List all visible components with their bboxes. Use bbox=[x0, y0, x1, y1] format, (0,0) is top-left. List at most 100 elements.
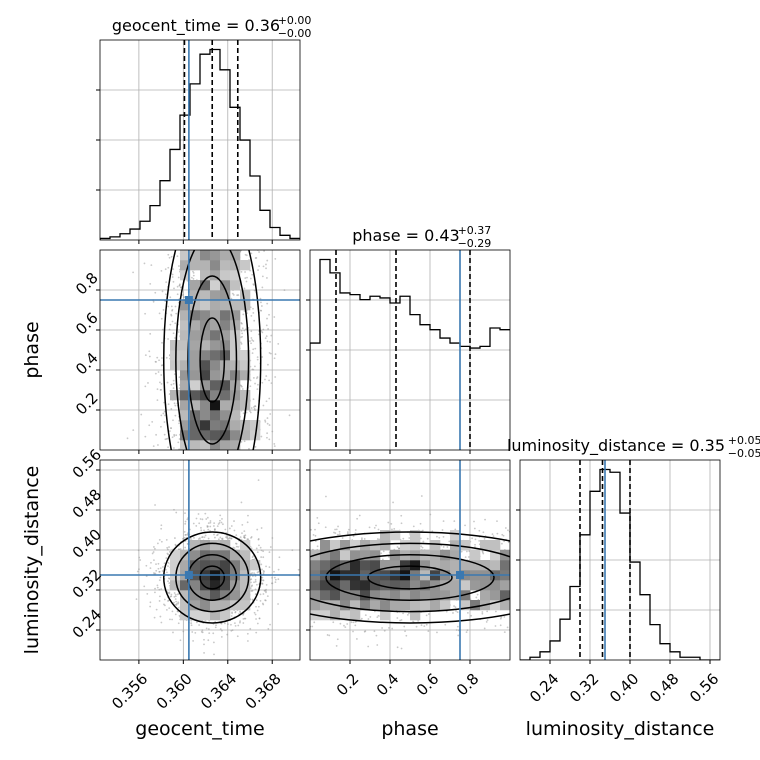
density-cell bbox=[200, 330, 211, 341]
sample-point bbox=[178, 448, 181, 450]
sample-point bbox=[168, 582, 171, 585]
sample-point bbox=[297, 568, 300, 571]
panel-frame bbox=[99, 249, 301, 451]
sample-point bbox=[167, 565, 169, 567]
density-cell bbox=[180, 600, 191, 611]
sample-point bbox=[250, 330, 253, 333]
sample-point bbox=[268, 352, 271, 354]
sample-point bbox=[259, 593, 262, 596]
sample-point bbox=[184, 534, 187, 536]
sample-point bbox=[269, 341, 271, 343]
sample-point bbox=[249, 627, 252, 630]
sample-point bbox=[245, 280, 248, 283]
sample-point bbox=[172, 631, 174, 634]
sample-point bbox=[150, 264, 153, 267]
contour-line bbox=[199, 317, 226, 403]
density-cell bbox=[190, 610, 201, 621]
sample-point bbox=[158, 538, 161, 541]
density-cell bbox=[210, 350, 221, 361]
sample-point bbox=[160, 364, 163, 367]
density-cell bbox=[220, 390, 231, 401]
sample-point bbox=[167, 446, 169, 449]
sample-point bbox=[274, 258, 277, 260]
sample-point bbox=[240, 341, 242, 344]
sample-point bbox=[256, 551, 259, 554]
sample-point bbox=[158, 595, 161, 598]
sample-point bbox=[215, 624, 217, 627]
density-cell bbox=[230, 430, 241, 441]
contour-line bbox=[162, 531, 262, 624]
sample-point bbox=[261, 576, 264, 579]
density-cell bbox=[180, 250, 191, 261]
density-cell bbox=[180, 380, 191, 391]
sample-point bbox=[149, 282, 152, 285]
sample-point bbox=[170, 408, 173, 410]
density-cell bbox=[210, 310, 221, 321]
sample-point bbox=[233, 529, 236, 532]
sample-point bbox=[261, 602, 264, 605]
sample-point bbox=[209, 520, 212, 522]
density-cell bbox=[220, 340, 231, 351]
density-cell bbox=[220, 560, 231, 571]
sample-point bbox=[230, 297, 233, 300]
sample-point bbox=[206, 525, 209, 527]
density-cell bbox=[230, 250, 241, 261]
sample-point bbox=[165, 557, 168, 559]
sample-point bbox=[154, 591, 156, 594]
density-cell bbox=[200, 250, 211, 261]
sample-point bbox=[157, 567, 160, 570]
sample-point bbox=[166, 546, 169, 549]
density-cell bbox=[210, 430, 221, 441]
density-cell bbox=[200, 380, 211, 391]
sample-point bbox=[176, 285, 179, 288]
sample-point bbox=[264, 337, 267, 340]
title-luminosity_distance: luminosity_distance = 0.35 bbox=[507, 436, 725, 456]
density-cell bbox=[250, 420, 261, 431]
sample-point bbox=[183, 536, 186, 539]
sample-point bbox=[175, 312, 178, 315]
sample-point bbox=[190, 624, 193, 627]
density-cell bbox=[220, 420, 231, 431]
sample-point bbox=[245, 254, 248, 257]
sample-point bbox=[268, 566, 271, 569]
sample-point bbox=[152, 445, 155, 448]
sample-point bbox=[167, 253, 170, 256]
sample-point bbox=[220, 537, 223, 540]
sample-point bbox=[149, 332, 152, 335]
sample-point bbox=[191, 631, 194, 633]
sample-point bbox=[453, 605, 455, 607]
sample-point bbox=[159, 389, 162, 391]
sample-point bbox=[174, 337, 176, 339]
sample-point bbox=[250, 314, 253, 317]
sample-point bbox=[168, 607, 171, 610]
sample-point bbox=[182, 630, 185, 633]
sample-point bbox=[219, 536, 222, 539]
sample-point bbox=[291, 549, 294, 552]
sample-point bbox=[169, 618, 171, 621]
sample-point bbox=[192, 277, 195, 280]
sample-point bbox=[155, 433, 158, 436]
sample-point bbox=[205, 518, 208, 520]
sample-point bbox=[254, 347, 257, 350]
sample-point bbox=[154, 504, 156, 506]
sample-point bbox=[213, 528, 216, 531]
sample-point bbox=[267, 328, 269, 330]
sample-point bbox=[175, 600, 178, 603]
sample-point bbox=[178, 548, 181, 551]
sample-point bbox=[241, 532, 243, 535]
density-cell bbox=[220, 300, 231, 311]
sample-point bbox=[160, 414, 163, 417]
sample-point bbox=[170, 383, 173, 386]
sample-point bbox=[258, 251, 260, 253]
density-cell bbox=[200, 610, 211, 621]
density-cell bbox=[230, 410, 241, 421]
sample-point bbox=[265, 335, 268, 338]
sample-point bbox=[262, 404, 265, 407]
sample-point bbox=[175, 434, 178, 437]
sample-point bbox=[175, 511, 178, 514]
density-cell bbox=[180, 310, 191, 321]
sample-point bbox=[154, 547, 156, 550]
panel-content bbox=[100, 250, 300, 450]
sample-point bbox=[160, 269, 163, 272]
sample-point bbox=[189, 537, 192, 540]
